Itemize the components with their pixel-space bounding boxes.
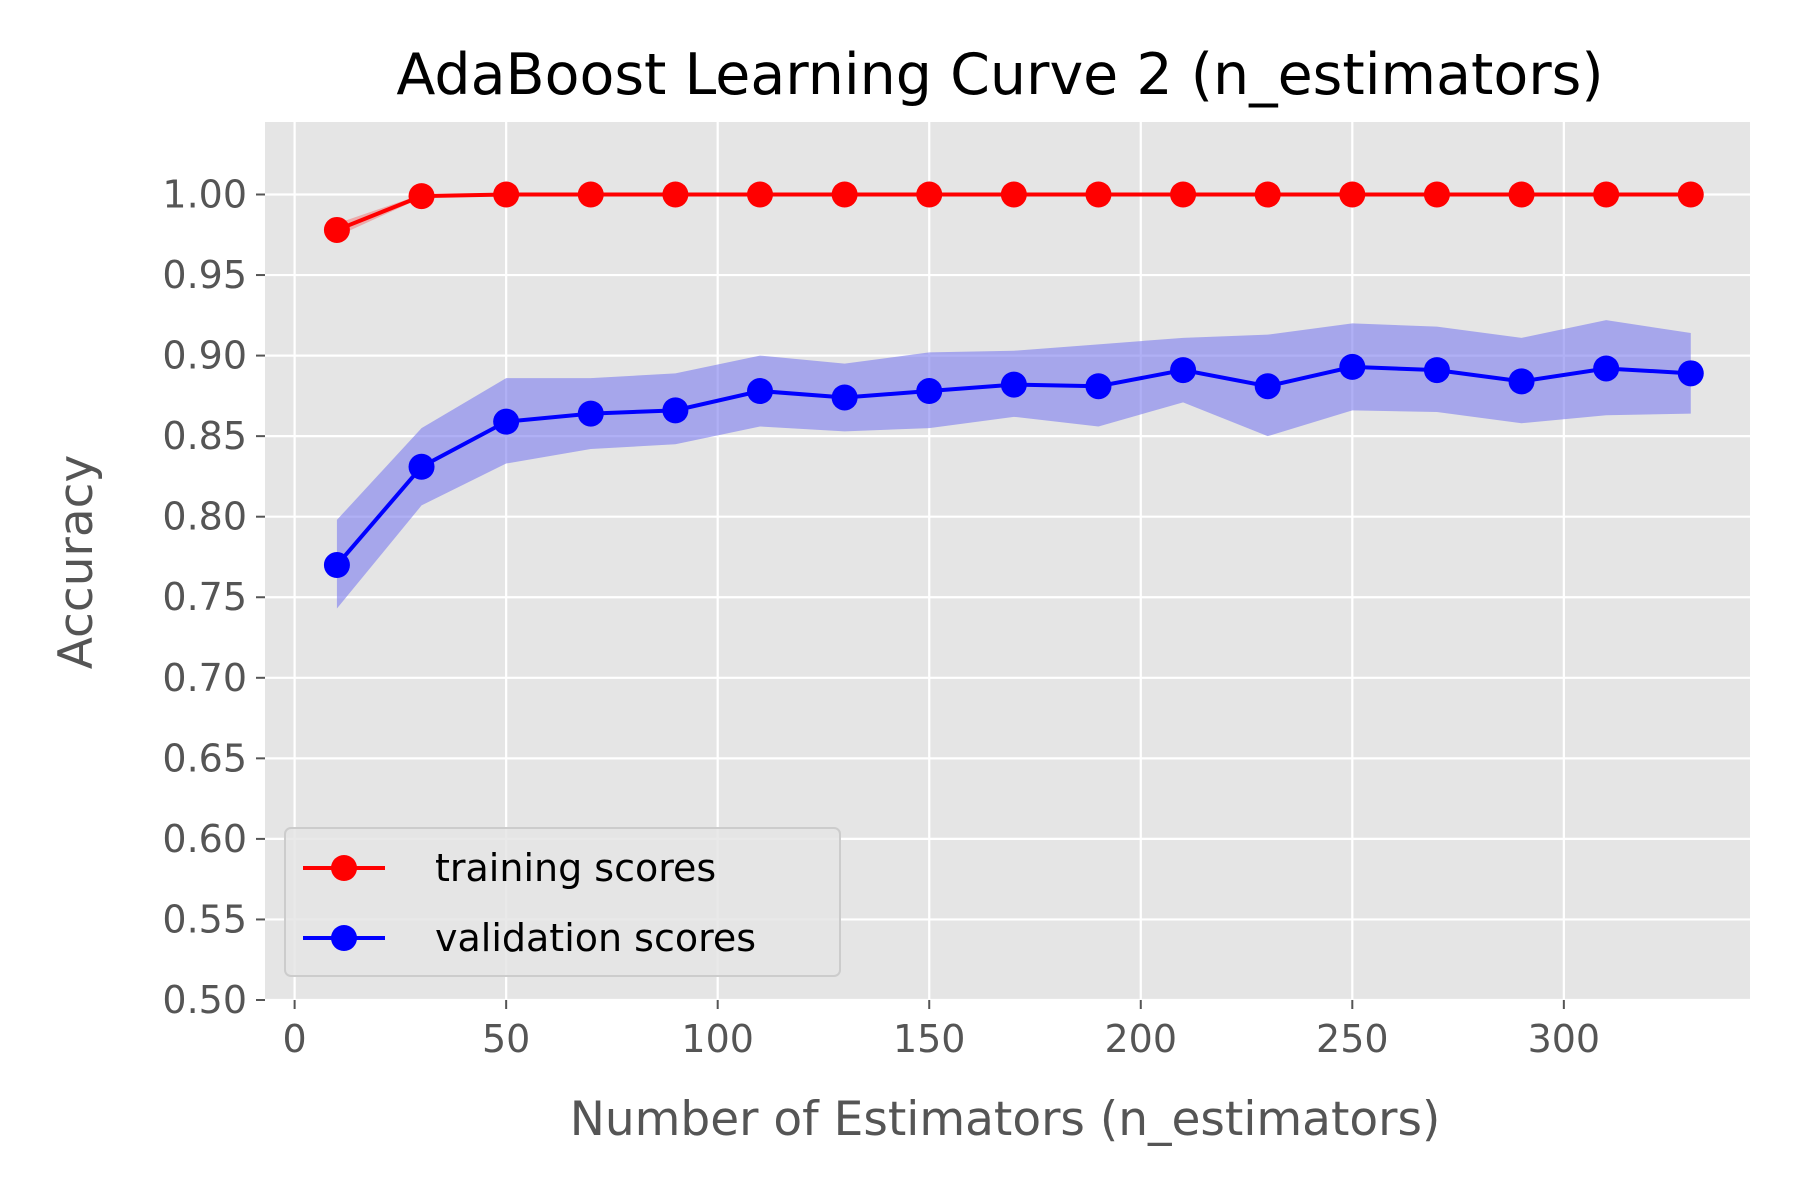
training-scores-point: [662, 181, 689, 208]
validation-scores-legend-label: validation scores: [435, 916, 756, 960]
x-tick-label: 150: [893, 1017, 966, 1061]
training-scores-point: [1593, 181, 1620, 208]
validation-scores-point: [1000, 371, 1027, 398]
validation-scores-point: [916, 378, 943, 405]
x-axis-label: Number of Estimators (n_estimators): [570, 1092, 1441, 1147]
validation-scores-point: [1339, 353, 1366, 380]
validation-scores-band: [336, 320, 1691, 609]
training-scores-point: [1000, 181, 1027, 208]
confidence-bands: [336, 194, 1691, 609]
training-scores-point: [408, 183, 435, 210]
training-scores-point: [323, 216, 350, 243]
y-tick-label: 0.90: [162, 334, 247, 378]
training-scores-point: [1677, 181, 1704, 208]
x-tick-label: 100: [681, 1017, 754, 1061]
training-scores-point: [747, 181, 773, 208]
validation-scores-point: [493, 408, 520, 435]
y-axis-label: Accuracy: [49, 455, 104, 670]
chart-title: AdaBoost Learning Curve 2 (n_estimators): [396, 42, 1603, 108]
training-scores-point: [1339, 181, 1366, 208]
y-tick-label: 1.00: [162, 172, 247, 216]
training-scores-point: [1170, 181, 1197, 208]
training-scores-point: [916, 181, 943, 208]
training-scores-point: [1085, 181, 1112, 208]
x-tick-label: 0: [283, 1017, 307, 1061]
y-axis-ticks: 0.50 0.55 0.60 0.65 0.70 0.75 0.80 0.85 0.90 0.95…: [162, 172, 265, 1022]
validation-scores-point: [1085, 373, 1112, 400]
validation-scores-point: [747, 378, 773, 405]
training-scores-point: [493, 181, 520, 208]
validation-scores-point: [577, 400, 604, 427]
y-tick-label: 0.80: [162, 495, 247, 539]
x-tick-label: 250: [1316, 1017, 1389, 1061]
validation-scores-point: [1254, 373, 1281, 400]
training-scores-legend-label: training scores: [435, 846, 716, 890]
validation-scores-point: [323, 552, 350, 579]
y-tick-label: 0.70: [162, 656, 247, 700]
x-tick-label: 200: [1105, 1017, 1178, 1061]
x-tick-label: 50: [482, 1017, 530, 1061]
validation-scores-point: [662, 397, 689, 424]
y-tick-label: 0.65: [162, 736, 247, 780]
x-tick-label: 300: [1528, 1017, 1601, 1061]
legend-box: [284, 827, 841, 977]
y-tick-label: 0.95: [162, 253, 247, 297]
x-axis-ticks: 0 50 100 150 200 250 300: [283, 1000, 1601, 1061]
validation-scores-point: [1170, 357, 1197, 384]
y-tick-label: 0.85: [162, 414, 247, 458]
series-points: [323, 181, 1704, 579]
y-tick-label: 0.75: [162, 575, 247, 619]
y-tick-label: 0.60: [162, 817, 247, 861]
y-tick-label: 0.55: [162, 897, 247, 941]
training-scores-point: [1254, 181, 1281, 208]
training-scores-legend-marker: [331, 855, 357, 881]
training-scores-point: [1423, 181, 1450, 208]
y-tick-label: 0.50: [162, 978, 247, 1022]
validation-scores-point: [1677, 360, 1704, 387]
validation-scores-point: [1423, 357, 1450, 384]
validation-scores-point: [831, 384, 858, 411]
validation-scores-point: [1593, 355, 1620, 382]
validation-scores-point: [408, 453, 435, 480]
training-scores-point: [1508, 181, 1535, 208]
legend: training scores validation scores: [284, 827, 841, 977]
training-scores-point: [577, 181, 604, 208]
training-scores-point: [831, 181, 858, 208]
validation-scores-point: [1508, 368, 1535, 395]
validation-scores-legend-marker: [331, 925, 357, 951]
